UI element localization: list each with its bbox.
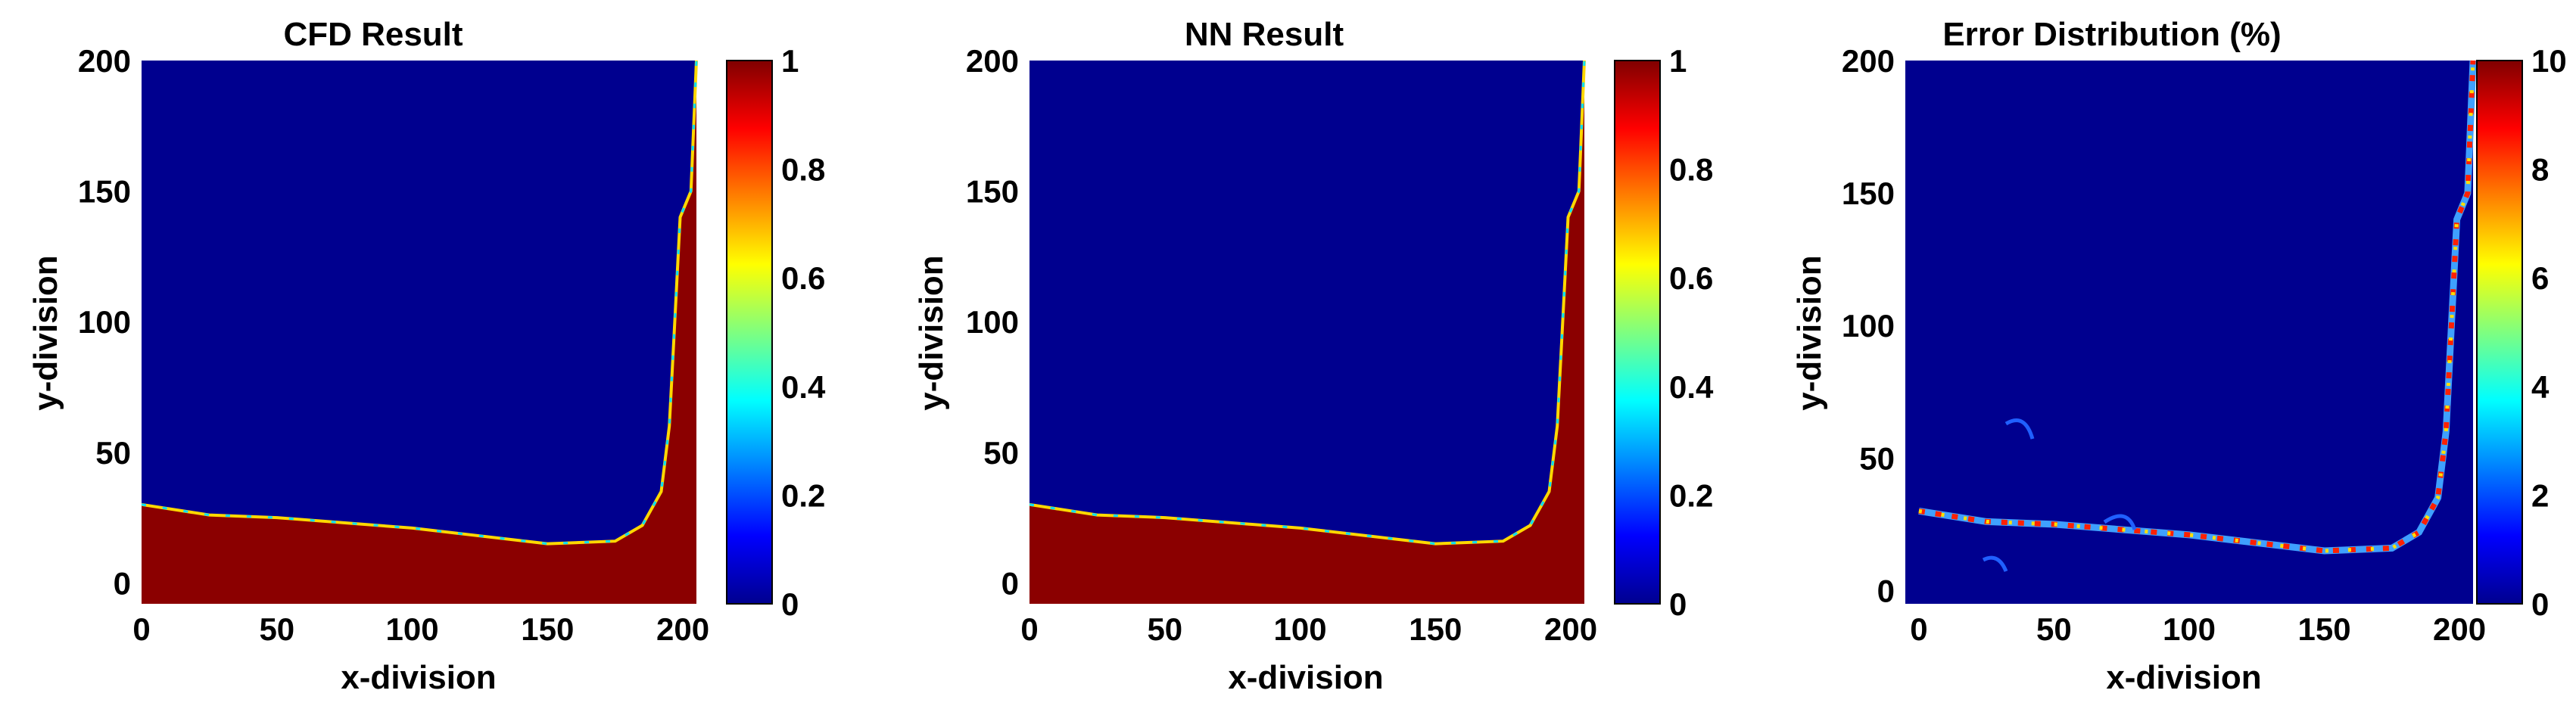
colorbar-tick-label: 0.4 bbox=[1669, 369, 1714, 405]
colorbar-tick-label: 4 bbox=[2531, 369, 2550, 405]
colorbar-tick-label: 8 bbox=[2531, 152, 2549, 188]
y-tick-label: 50 bbox=[983, 435, 1019, 471]
colorbar-tick-label: 6 bbox=[2531, 260, 2549, 296]
y-tick-label: 50 bbox=[1859, 440, 1895, 476]
filled-region bbox=[1029, 61, 1584, 604]
y-axis-label: y-division bbox=[1791, 255, 1828, 410]
chart-panel-error: Error Distribution (%) 0 50 100 150 200 … bbox=[1791, 16, 2567, 696]
y-tick-label: 200 bbox=[78, 43, 131, 79]
y-tick-label: 100 bbox=[966, 304, 1019, 340]
x-tick-labels: 0 50 100 150 200 bbox=[1910, 611, 2486, 647]
colorbar-gradient bbox=[1614, 60, 1661, 605]
colorbar-gradient bbox=[726, 60, 773, 605]
plot-area bbox=[1029, 60, 1586, 604]
filled-region bbox=[142, 61, 696, 604]
colorbar: 0 2 4 6 8 10 bbox=[2476, 43, 2567, 622]
y-tick-label: 0 bbox=[1001, 565, 1019, 601]
y-tick-labels: 0 50 100 150 200 bbox=[78, 43, 131, 601]
colorbar-tick-label: 0 bbox=[1669, 586, 1687, 622]
x-tick-label: 100 bbox=[1274, 611, 1327, 647]
x-tick-labels: 0 50 100 150 200 bbox=[132, 611, 709, 647]
field-background bbox=[1905, 61, 2473, 604]
colorbar-tick-label: 1 bbox=[781, 43, 799, 79]
x-axis-label: x-division bbox=[2106, 659, 2261, 696]
x-tick-label: 50 bbox=[1147, 611, 1182, 647]
colorbar-tick-label: 2 bbox=[2531, 477, 2549, 513]
y-tick-label: 100 bbox=[78, 304, 131, 340]
y-axis-label: y-division bbox=[913, 255, 950, 410]
y-tick-label: 200 bbox=[1842, 43, 1895, 79]
x-tick-label: 0 bbox=[132, 611, 150, 647]
x-axis-label: x-division bbox=[341, 659, 496, 696]
y-tick-label: 200 bbox=[966, 43, 1019, 79]
colorbar-tick-label: 0.8 bbox=[781, 152, 825, 188]
x-axis-label: x-division bbox=[1228, 659, 1383, 696]
chart-panel-cfd: CFD Result 0 50 100 150 200 0 50 100 150… bbox=[27, 16, 826, 696]
field-background bbox=[1029, 61, 1584, 604]
x-tick-label: 200 bbox=[656, 611, 709, 647]
colorbar: 0 0.2 0.4 0.6 0.8 1 bbox=[726, 43, 826, 622]
y-tick-labels: 0 50 100 150 200 bbox=[1842, 43, 1895, 609]
x-tick-label: 150 bbox=[1409, 611, 1462, 647]
error-artifact bbox=[1982, 418, 2137, 573]
y-tick-label: 150 bbox=[1842, 176, 1895, 211]
y-tick-labels: 0 50 100 150 200 bbox=[966, 43, 1019, 601]
colorbar-gradient bbox=[2476, 60, 2523, 605]
x-tick-label: 0 bbox=[1020, 611, 1038, 647]
x-tick-label: 50 bbox=[2036, 611, 2072, 647]
x-tick-label: 0 bbox=[1910, 611, 1927, 647]
x-tick-labels: 0 50 100 150 200 bbox=[1020, 611, 1597, 647]
colorbar: 0 0.2 0.4 0.6 0.8 1 bbox=[1614, 43, 1714, 622]
chart-panel-nn: NN Result 0 50 100 150 200 0 50 100 150 … bbox=[913, 16, 1714, 696]
plot-area bbox=[141, 60, 698, 604]
y-tick-label: 50 bbox=[95, 435, 131, 471]
colorbar-tick-label: 1 bbox=[1669, 43, 1687, 79]
interface-line bbox=[1029, 60, 1586, 546]
colorbar-tick-label: 0 bbox=[781, 586, 799, 622]
colorbar-tick-label: 0.8 bbox=[1669, 152, 1713, 188]
x-tick-label: 100 bbox=[2163, 611, 2216, 647]
y-tick-label: 150 bbox=[966, 174, 1019, 210]
chart-title: Error Distribution (%) bbox=[1942, 16, 2281, 53]
x-tick-label: 150 bbox=[2298, 611, 2351, 647]
plot-area bbox=[1905, 60, 2477, 604]
y-tick-label: 0 bbox=[114, 565, 131, 601]
chart-title: NN Result bbox=[1185, 16, 1344, 53]
colorbar-tick-label: 0.2 bbox=[1669, 477, 1713, 513]
x-tick-label: 50 bbox=[259, 611, 294, 647]
error-band-speckle bbox=[1918, 60, 2476, 554]
field-background bbox=[142, 61, 696, 604]
x-tick-label: 150 bbox=[521, 611, 574, 647]
y-axis-label: y-division bbox=[27, 255, 64, 410]
interface-line bbox=[141, 60, 698, 546]
colorbar-tick-label: 0.2 bbox=[781, 477, 825, 513]
x-tick-label: 200 bbox=[2433, 611, 2486, 647]
x-tick-label: 100 bbox=[386, 611, 439, 647]
y-tick-label: 100 bbox=[1842, 308, 1895, 344]
colorbar-tick-label: 10 bbox=[2531, 43, 2567, 79]
y-tick-label: 150 bbox=[78, 174, 131, 210]
y-tick-label: 0 bbox=[1877, 574, 1895, 609]
colorbar-tick-label: 0 bbox=[2531, 586, 2549, 622]
colorbar-tick-label: 0.6 bbox=[1669, 260, 1713, 296]
chart-title: CFD Result bbox=[283, 16, 463, 53]
colorbar-tick-label: 0.6 bbox=[781, 260, 825, 296]
x-tick-label: 200 bbox=[1544, 611, 1597, 647]
colorbar-tick-label: 0.4 bbox=[781, 369, 826, 405]
